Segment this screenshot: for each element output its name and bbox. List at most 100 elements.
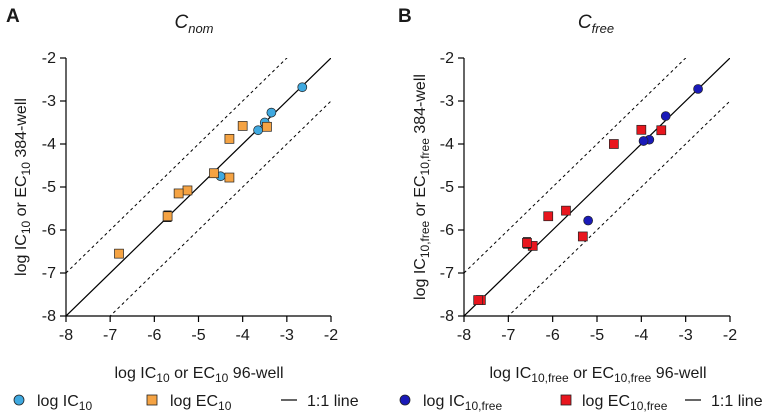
panel-a-xlabel-part-3: or EC <box>170 365 215 382</box>
panel-b-ylabel-part-4: 10,free <box>418 138 432 176</box>
panel-a-x-tick-label: -2 <box>324 327 338 344</box>
panel-b-y-tick-label: -2 <box>440 50 454 67</box>
panel-a-y-tick-label: -6 <box>42 222 56 239</box>
panel-a-x-tick-label: -4 <box>236 327 250 344</box>
legend-a-ic10-main: log IC <box>37 393 79 410</box>
panel-b-letter: B <box>398 6 412 27</box>
panel-b-ylabel-part-3: or EC <box>412 175 429 220</box>
panel-b-offset-line-minus1 <box>507 100 730 316</box>
data-point-square <box>262 121 272 132</box>
panel-a-title: Cnom <box>174 12 213 36</box>
data-point-square <box>522 238 532 248</box>
legend-a-ec10-sub: 10 <box>218 399 232 413</box>
panel-a-y-tick-label: -5 <box>42 179 56 196</box>
panel-b-y-tick-label: -8 <box>440 308 454 325</box>
legend-a-ic10-sub: 10 <box>79 399 93 413</box>
panel-b-legend: log IC10,free log EC10,free 1:1 line <box>399 393 763 413</box>
panel-b-xlabel-part-1: log IC <box>490 365 532 382</box>
data-point-square <box>182 185 193 196</box>
data-point-circle <box>693 84 703 94</box>
data-point-square <box>224 133 235 144</box>
data-point-square <box>473 295 484 305</box>
legend-b-ic10free-label: log IC10,free <box>423 393 502 413</box>
panel-a-y-tick-label: -8 <box>42 308 56 325</box>
data-point-square <box>561 205 571 216</box>
legend-b-ic10free-sub: 10,free <box>465 399 503 413</box>
legend-b-ec10free-sub: 10,free <box>630 399 668 413</box>
panel-a-offset-line-minus1 <box>109 100 331 316</box>
panel-a-xlabel-part-5: 96-well <box>228 365 283 382</box>
panel-a-x-axis-label: log IC10 or EC10 96-well <box>115 365 284 385</box>
panel-a-letter: A <box>6 6 20 27</box>
panel-b-ylabel-part-5: 384-well <box>412 74 429 138</box>
legend-a-ec10-marker <box>146 394 158 406</box>
legend-a-identity-label: 1:1 line <box>307 393 359 410</box>
panel-a-x-tick-label: -3 <box>280 327 294 344</box>
panel-b-x-tick-label: -3 <box>679 327 693 344</box>
panel-a-plot: -8 -7 -6 -5 -4 -3 -2 -8 -7 -6 -5 -4 -3 -2 <box>42 50 338 344</box>
panel-b-x-tick-label: -4 <box>634 327 648 344</box>
panel-b-x-tick-label: -7 <box>501 327 515 344</box>
panel-b-xlabel-part-3: or EC <box>569 365 614 382</box>
data-point-square <box>636 124 647 135</box>
panel-a: A Cnom -8 -7 -6 -5 -4 -3 -2 -8 -7 -6 -5 -4 -3 -2 log … <box>6 6 338 385</box>
panel-a-legend: log IC10 log EC10 1:1 line <box>13 393 359 413</box>
panel-b-xlabel-part-2: 10,free <box>531 371 569 385</box>
legend-b-ec10free-marker <box>560 394 572 406</box>
panel-a-x-tick-label: -8 <box>59 327 73 344</box>
data-point-circle <box>583 215 593 226</box>
data-point-square <box>173 188 184 199</box>
panel-b-x-axis-label: log IC10,free or EC10,free 96-well <box>490 365 707 385</box>
panel-a-title-main: C <box>174 12 188 33</box>
data-point-square <box>209 168 219 179</box>
panel-b-x-tick-label: -8 <box>457 327 471 344</box>
data-point-circle <box>660 111 671 121</box>
legend-a-ic10-marker <box>13 394 25 406</box>
panel-b-offset-line-plus1 <box>464 58 687 274</box>
panel-a-xlabel-part-4: 10 <box>215 371 229 385</box>
legend-b-ic10free-marker <box>399 394 411 406</box>
panel-a-ylabel-part-4: 10 <box>19 162 33 176</box>
panel-a-ylabel-part-5: 384-well <box>13 98 30 162</box>
legend-a-ec10-main: log EC <box>170 393 218 410</box>
panel-b-series-ic10 <box>583 84 703 226</box>
panel-b-y-tick-label: -4 <box>440 136 454 153</box>
panel-b-y-axis-label: log IC10,free or EC10,free 384-well <box>412 74 432 300</box>
panel-b-reference-lines <box>464 58 730 316</box>
panel-b: B Cfree -8 -7 -6 -5 -4 -3 -2 -8 -7 -6 -5 -4 -3 -2 log… <box>398 6 737 385</box>
panel-b-identity-line <box>464 58 730 316</box>
data-point-square <box>577 231 588 242</box>
panel-a-xlabel-part-2: 10 <box>156 371 170 385</box>
panel-b-x-tick-label: -2 <box>723 327 737 344</box>
panel-a-x-tick-label: -7 <box>103 327 117 344</box>
panel-a-y-tick-label: -4 <box>42 136 56 153</box>
legend-a-ic10-label: log IC10 <box>37 393 92 413</box>
legend-b-ic10free-main: log IC <box>423 393 465 410</box>
panel-a-series-ec10 <box>114 121 272 259</box>
panel-b-plot: -8 -7 -6 -5 -4 -3 -2 -8 -7 -6 -5 -4 -3 -2 <box>440 50 737 344</box>
panel-a-ylabel-part-2: 10 <box>19 220 33 234</box>
panel-b-series-ec10 <box>473 124 667 305</box>
data-point-square <box>608 139 619 149</box>
data-point-circle <box>253 125 263 136</box>
panel-a-y-tick-label: -7 <box>42 265 56 282</box>
panel-b-y-tick-label: -5 <box>440 179 454 196</box>
panel-b-xlabel-part-5: 96-well <box>651 365 706 382</box>
panel-a-title-sub: nom <box>188 21 213 36</box>
data-point-circle <box>297 82 308 93</box>
data-point-square <box>162 211 173 222</box>
panel-b-y-tick-label: -7 <box>440 265 454 282</box>
panel-a-series-ic10 <box>215 82 308 182</box>
panel-b-title: Cfree <box>578 12 614 36</box>
panel-a-ylabel-part-3: or EC <box>13 175 30 220</box>
data-point-circle <box>266 107 277 118</box>
data-point-square <box>656 125 667 136</box>
panel-b-y-tick-label: -3 <box>440 93 454 110</box>
data-point-circle <box>638 136 649 146</box>
legend-b-ec10free-label: log EC10,free <box>582 393 668 413</box>
data-point-square <box>114 248 124 259</box>
panel-a-y-tick-label: -2 <box>42 50 56 67</box>
panel-a-x-tick-label: -6 <box>147 327 161 344</box>
panel-a-x-tick-label: -5 <box>191 327 205 344</box>
